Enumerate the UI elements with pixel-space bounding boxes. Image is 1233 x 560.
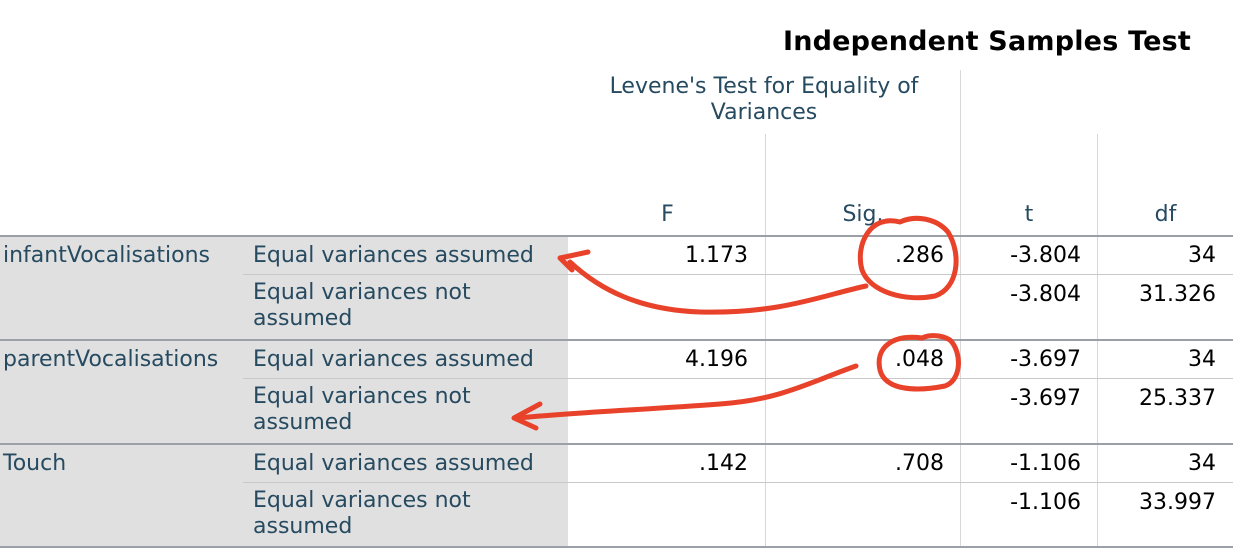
cell-f: .142 bbox=[699, 451, 748, 476]
sub-label-not-assumed: Equal variances not assumed bbox=[253, 384, 471, 435]
arrowhead-icon bbox=[557, 249, 591, 273]
sub-label-not-assumed: Equal variances not assumed bbox=[253, 280, 471, 331]
variable-label-infant: infantVocalisations bbox=[3, 243, 211, 268]
sub-label-not-assumed: Equal variances not assumed bbox=[253, 488, 471, 539]
grid-line bbox=[960, 236, 961, 546]
cell-df: 33.997 bbox=[1139, 490, 1216, 515]
table-title: Independent Samples Test bbox=[782, 26, 1191, 57]
column-header-df: df bbox=[1154, 202, 1177, 227]
cell-f: 4.196 bbox=[685, 347, 748, 372]
table-border-top bbox=[0, 235, 1233, 237]
circle-annotation-sig-048 bbox=[876, 333, 961, 392]
cell-t: -3.804 bbox=[1010, 282, 1081, 307]
arrowhead-icon bbox=[511, 401, 543, 431]
cell-df: 34 bbox=[1188, 347, 1216, 372]
cell-t: -3.697 bbox=[1010, 386, 1081, 411]
arrow-annotation-infant bbox=[567, 259, 869, 315]
cell-df: 34 bbox=[1188, 243, 1216, 268]
grid-line bbox=[765, 236, 766, 546]
grid-line bbox=[765, 134, 766, 240]
row-divider bbox=[243, 378, 1233, 379]
sub-label-assumed: Equal variances assumed bbox=[253, 243, 534, 268]
cell-sig: .048 bbox=[895, 347, 944, 372]
grid-line bbox=[1097, 134, 1098, 240]
sub-label-assumed: Equal variances assumed bbox=[253, 451, 534, 476]
cell-t: -3.697 bbox=[1010, 347, 1081, 372]
column-header-t: t bbox=[1024, 202, 1034, 227]
row-divider bbox=[243, 274, 1233, 275]
circle-annotation-sig-286 bbox=[857, 215, 959, 301]
row-label-background bbox=[0, 236, 568, 546]
row-divider bbox=[243, 482, 1233, 483]
arrow-annotation-parent bbox=[515, 363, 859, 421]
cell-t: -3.804 bbox=[1010, 243, 1081, 268]
sub-label-assumed: Equal variances assumed bbox=[253, 347, 534, 372]
group-divider bbox=[0, 443, 1233, 445]
grid-line bbox=[1097, 236, 1098, 546]
variable-label-parent: parentVocalisations bbox=[3, 347, 219, 372]
cell-t: -1.106 bbox=[1010, 451, 1081, 476]
cell-sig: .286 bbox=[895, 243, 944, 268]
cell-df: 25.337 bbox=[1139, 386, 1216, 411]
cell-t: -1.106 bbox=[1010, 490, 1081, 515]
table-border-bottom bbox=[0, 546, 1233, 548]
group-divider bbox=[0, 339, 1233, 341]
cell-df: 34 bbox=[1188, 451, 1216, 476]
column-header-f: F bbox=[661, 202, 674, 227]
cell-df: 31.326 bbox=[1139, 282, 1216, 307]
levene-group-header: Levene's Test for Equality of Variances bbox=[609, 74, 919, 125]
grid-line bbox=[960, 70, 961, 240]
cell-sig: .708 bbox=[895, 451, 944, 476]
variable-label-touch: Touch bbox=[3, 451, 67, 476]
cell-f: 1.173 bbox=[685, 243, 748, 268]
